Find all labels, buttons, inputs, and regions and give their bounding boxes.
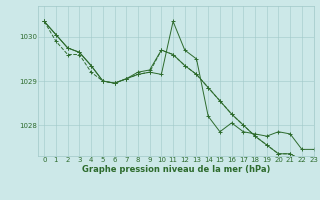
- X-axis label: Graphe pression niveau de la mer (hPa): Graphe pression niveau de la mer (hPa): [82, 165, 270, 174]
